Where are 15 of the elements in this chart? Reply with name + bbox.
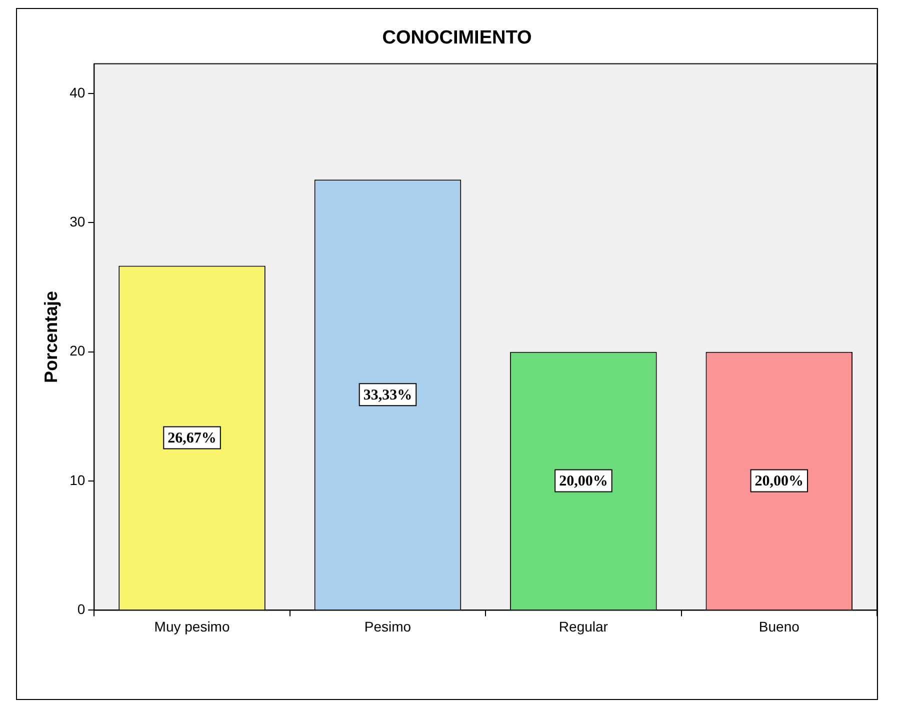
y-tick-label: 20 <box>70 342 86 359</box>
x-tick-label: Bueno <box>758 618 800 634</box>
y-tick-label: 10 <box>70 472 86 488</box>
x-tick-label: Regular <box>558 618 608 634</box>
x-tick-label: Muy pesimo <box>154 618 230 634</box>
y-axis-title: Porcentaje <box>40 290 61 384</box>
y-tick-label: 40 <box>70 84 86 100</box>
y-tick-label: 30 <box>70 214 86 230</box>
x-tick-label: Pesimo <box>364 618 412 634</box>
data-label: 20,00% <box>559 474 608 490</box>
y-tick-label: 0 <box>77 601 86 618</box>
chart-title: CONOCIMIENTO <box>382 28 532 49</box>
data-label: 20,00% <box>754 474 804 490</box>
data-label: 33,33% <box>363 388 412 404</box>
data-label: 26,67% <box>168 430 216 447</box>
